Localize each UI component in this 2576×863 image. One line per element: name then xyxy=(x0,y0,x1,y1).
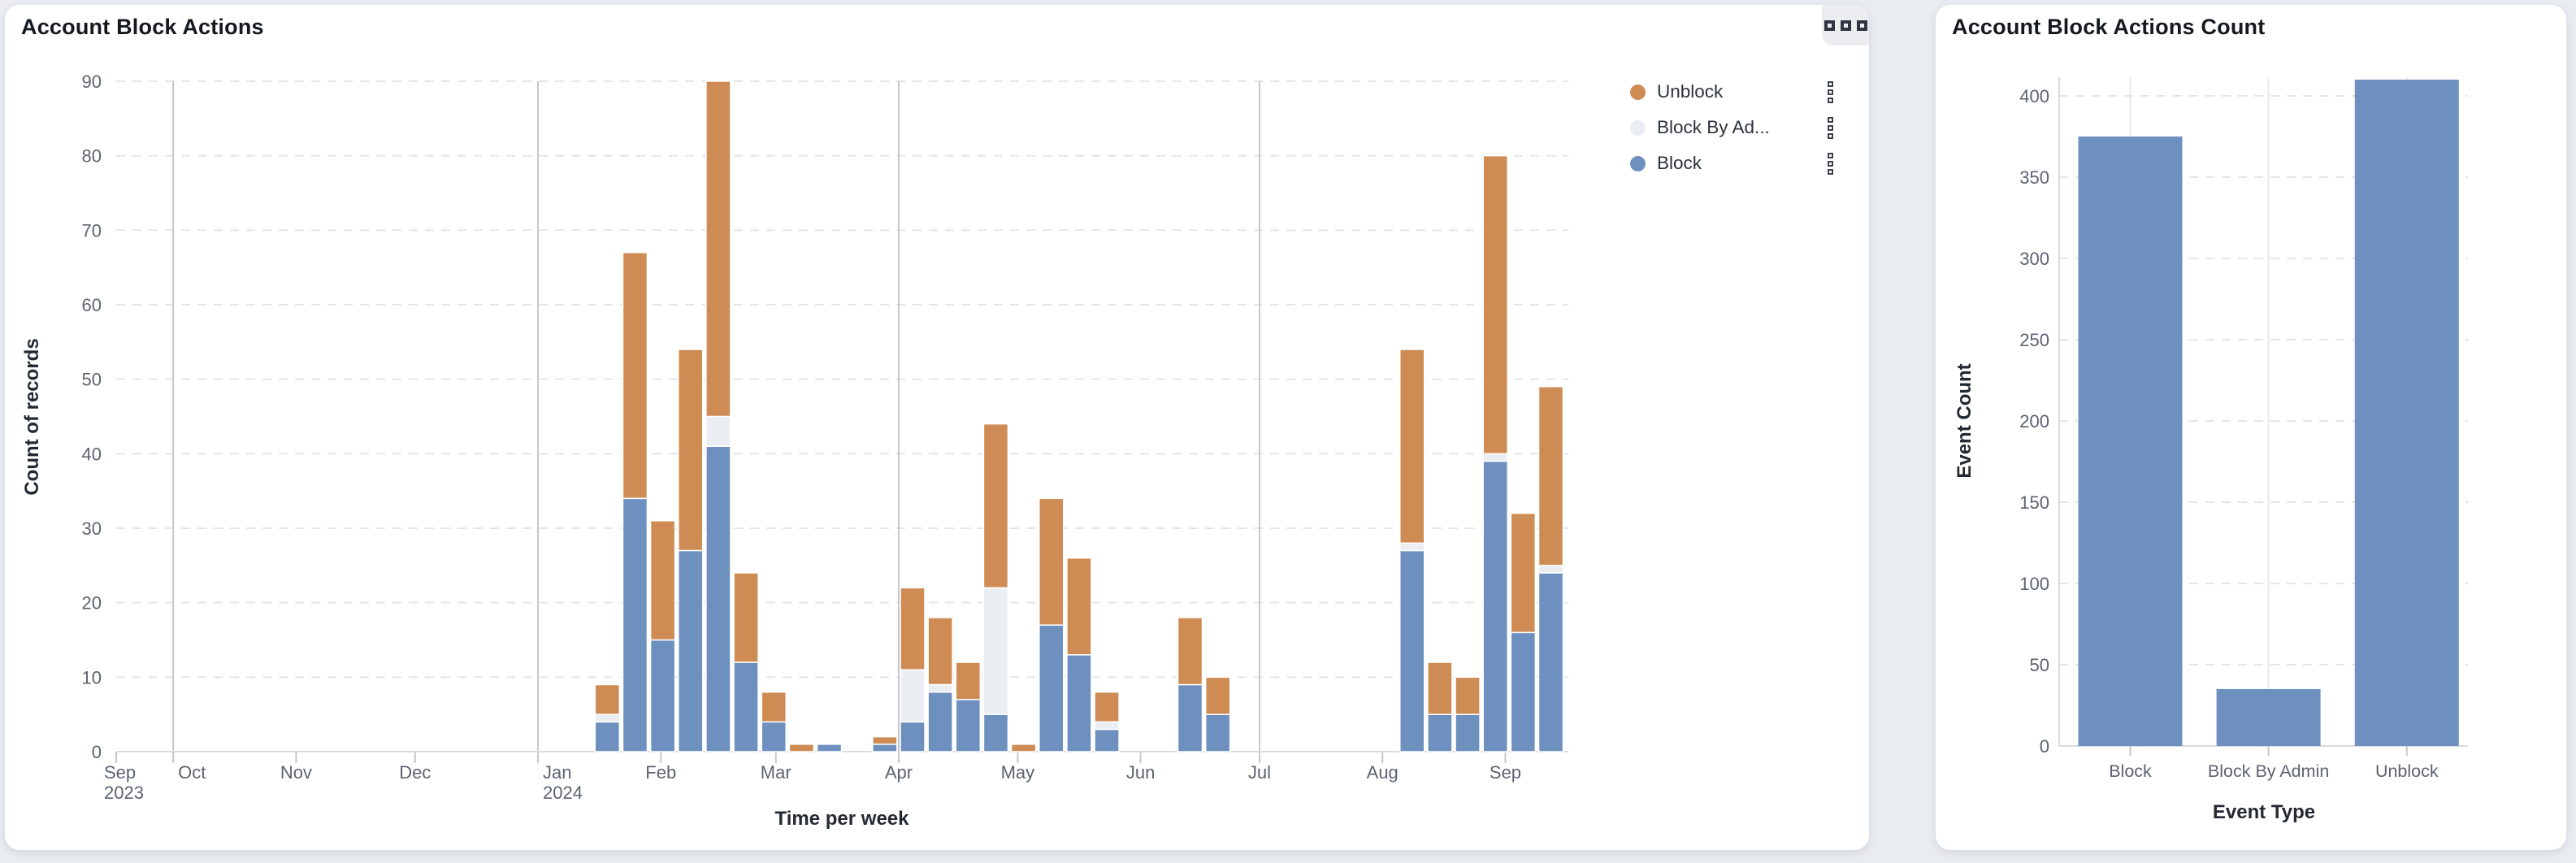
svg-text:Nov: Nov xyxy=(280,762,312,783)
svg-text:0: 0 xyxy=(2040,736,2049,757)
svg-text:20: 20 xyxy=(82,593,102,614)
svg-text:0: 0 xyxy=(92,742,102,762)
svg-text:May: May xyxy=(1001,762,1035,783)
legend-label: Block xyxy=(1657,153,1702,173)
svg-text:2024: 2024 xyxy=(543,783,583,803)
svg-text:40: 40 xyxy=(82,444,102,464)
svg-text:Sep: Sep xyxy=(1490,762,1521,783)
svg-text:30: 30 xyxy=(82,518,102,539)
panel-account-block-actions-count: Account Block Actions Count 0 50 100 150 200… xyxy=(1936,5,2566,850)
svg-text:Block By Admin: Block By Admin xyxy=(2208,761,2329,781)
legend-swatch-unblock xyxy=(1630,84,1646,100)
svg-text:60: 60 xyxy=(82,295,102,315)
svg-text:50: 50 xyxy=(82,370,102,390)
svg-text:Unblock: Unblock xyxy=(2375,761,2439,781)
svg-text:Feb: Feb xyxy=(645,762,676,783)
legend-menu-icon[interactable] xyxy=(1826,151,1835,176)
legend-swatch-block-by-admin xyxy=(1630,119,1646,136)
svg-text:Aug: Aug xyxy=(1367,762,1399,783)
squares-menu-icon xyxy=(1824,20,1835,31)
svg-text:100: 100 xyxy=(2019,574,2049,594)
y-axis-title-left: Count of records xyxy=(21,338,43,496)
svg-text:Apr: Apr xyxy=(885,762,913,783)
svg-text:350: 350 xyxy=(2019,167,2049,188)
svg-text:Oct: Oct xyxy=(178,762,206,783)
svg-text:10: 10 xyxy=(82,667,102,687)
svg-text:50: 50 xyxy=(2030,655,2049,675)
stacked-bar-chart-time-per-week: 0 10 20 30 40 50 60 70 80 90 Oct Nov Dec Feb Mar Apr May… xyxy=(82,72,1568,803)
x-axis-title-right: Event Type xyxy=(2212,801,2316,823)
svg-text:300: 300 xyxy=(2019,249,2049,269)
svg-text:2023: 2023 xyxy=(104,783,144,803)
bar-chart-event-type-count: 0 50 100 150 200 250 300 350 400 Block Block By Ad… xyxy=(2019,77,2468,781)
panel-title: Account Block Actions Count xyxy=(1952,15,2266,39)
svg-text:Block: Block xyxy=(2109,761,2152,781)
y-axis-title-right: Event Count xyxy=(1954,363,1975,479)
panel-title: Account Block Actions xyxy=(21,15,264,39)
svg-text:Jun: Jun xyxy=(1126,762,1155,783)
panel-options-button[interactable] xyxy=(1822,5,1869,46)
svg-text:90: 90 xyxy=(82,72,102,92)
chart-legend: Unblock Block By Ad... Block xyxy=(1630,80,1858,176)
legend-swatch-block xyxy=(1630,155,1646,171)
legend-item-block[interactable]: Block xyxy=(1630,151,1858,176)
svg-text:Mar: Mar xyxy=(761,762,791,783)
svg-text:Sep: Sep xyxy=(104,762,136,783)
legend-menu-icon[interactable] xyxy=(1826,80,1835,105)
svg-text:70: 70 xyxy=(82,220,102,241)
legend-label: Block By Ad... xyxy=(1657,117,1770,137)
legend-label: Unblock xyxy=(1657,81,1724,102)
legend-item-unblock[interactable]: Unblock xyxy=(1630,80,1858,104)
squares-menu-icon xyxy=(1856,20,1867,31)
x-axis-title-left: Time per week xyxy=(774,808,909,830)
svg-text:Jan: Jan xyxy=(543,762,571,783)
svg-text:400: 400 xyxy=(2019,86,2049,106)
legend-menu-icon[interactable] xyxy=(1826,115,1835,141)
svg-text:Dec: Dec xyxy=(399,762,431,783)
svg-text:Jul: Jul xyxy=(1248,762,1271,783)
svg-text:200: 200 xyxy=(2019,411,2049,432)
squares-menu-icon xyxy=(1840,20,1851,31)
svg-text:80: 80 xyxy=(82,146,102,167)
svg-text:250: 250 xyxy=(2019,330,2049,350)
svg-text:150: 150 xyxy=(2019,492,2049,513)
legend-item-block-by-admin[interactable]: Block By Ad... xyxy=(1630,115,1858,140)
panel-account-block-actions: Account Block Actions 0 10 20 30 40 50 60 70 80 9… xyxy=(5,5,1869,850)
